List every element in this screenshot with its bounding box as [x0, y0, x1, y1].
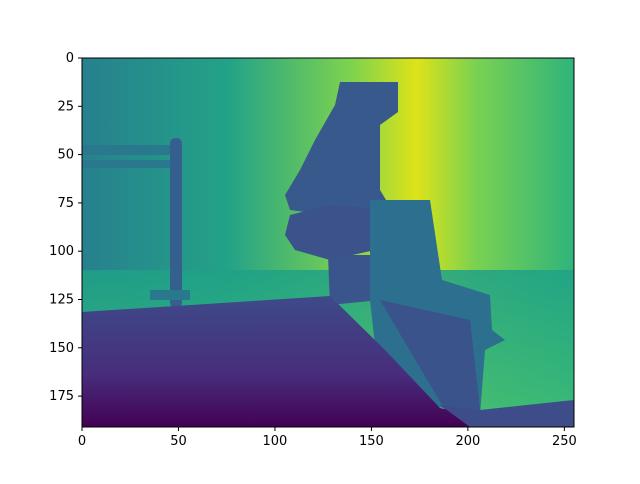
y-tick-label: 100 — [49, 244, 74, 259]
robot-arm-object — [285, 82, 398, 305]
depth-image — [82, 58, 574, 427]
y-axis: 0 25 50 75 100 125 150 175 — [49, 51, 82, 404]
box-object — [370, 200, 505, 415]
y-tick-label: 175 — [49, 389, 74, 404]
x-axis: 0 50 100 150 200 250 — [78, 427, 577, 449]
y-tick-label: 0 — [66, 51, 74, 66]
axes-frame — [81, 57, 575, 428]
x-tick-label: 50 — [170, 434, 187, 449]
y-tick-label: 125 — [49, 292, 74, 307]
x-tick-label: 0 — [78, 434, 86, 449]
y-tick-label: 75 — [57, 196, 74, 211]
x-tick-label: 200 — [455, 434, 480, 449]
y-tick-label: 50 — [57, 148, 74, 163]
chair-object — [82, 138, 190, 308]
x-tick-label: 250 — [552, 434, 577, 449]
y-tick-label: 150 — [49, 341, 74, 356]
x-tick-label: 150 — [359, 434, 384, 449]
x-tick-label: 100 — [263, 434, 288, 449]
floor-edge-region — [440, 400, 574, 427]
y-tick-label: 25 — [57, 99, 74, 114]
floor-region — [82, 296, 520, 427]
